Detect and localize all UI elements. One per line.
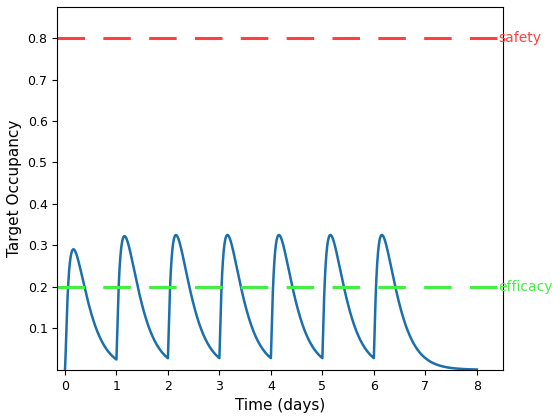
Y-axis label: Target Occupancy: Target Occupancy bbox=[7, 120, 22, 257]
Text: safety: safety bbox=[498, 31, 542, 45]
X-axis label: Time (days): Time (days) bbox=[235, 398, 325, 413]
Text: efficacy: efficacy bbox=[498, 280, 553, 294]
